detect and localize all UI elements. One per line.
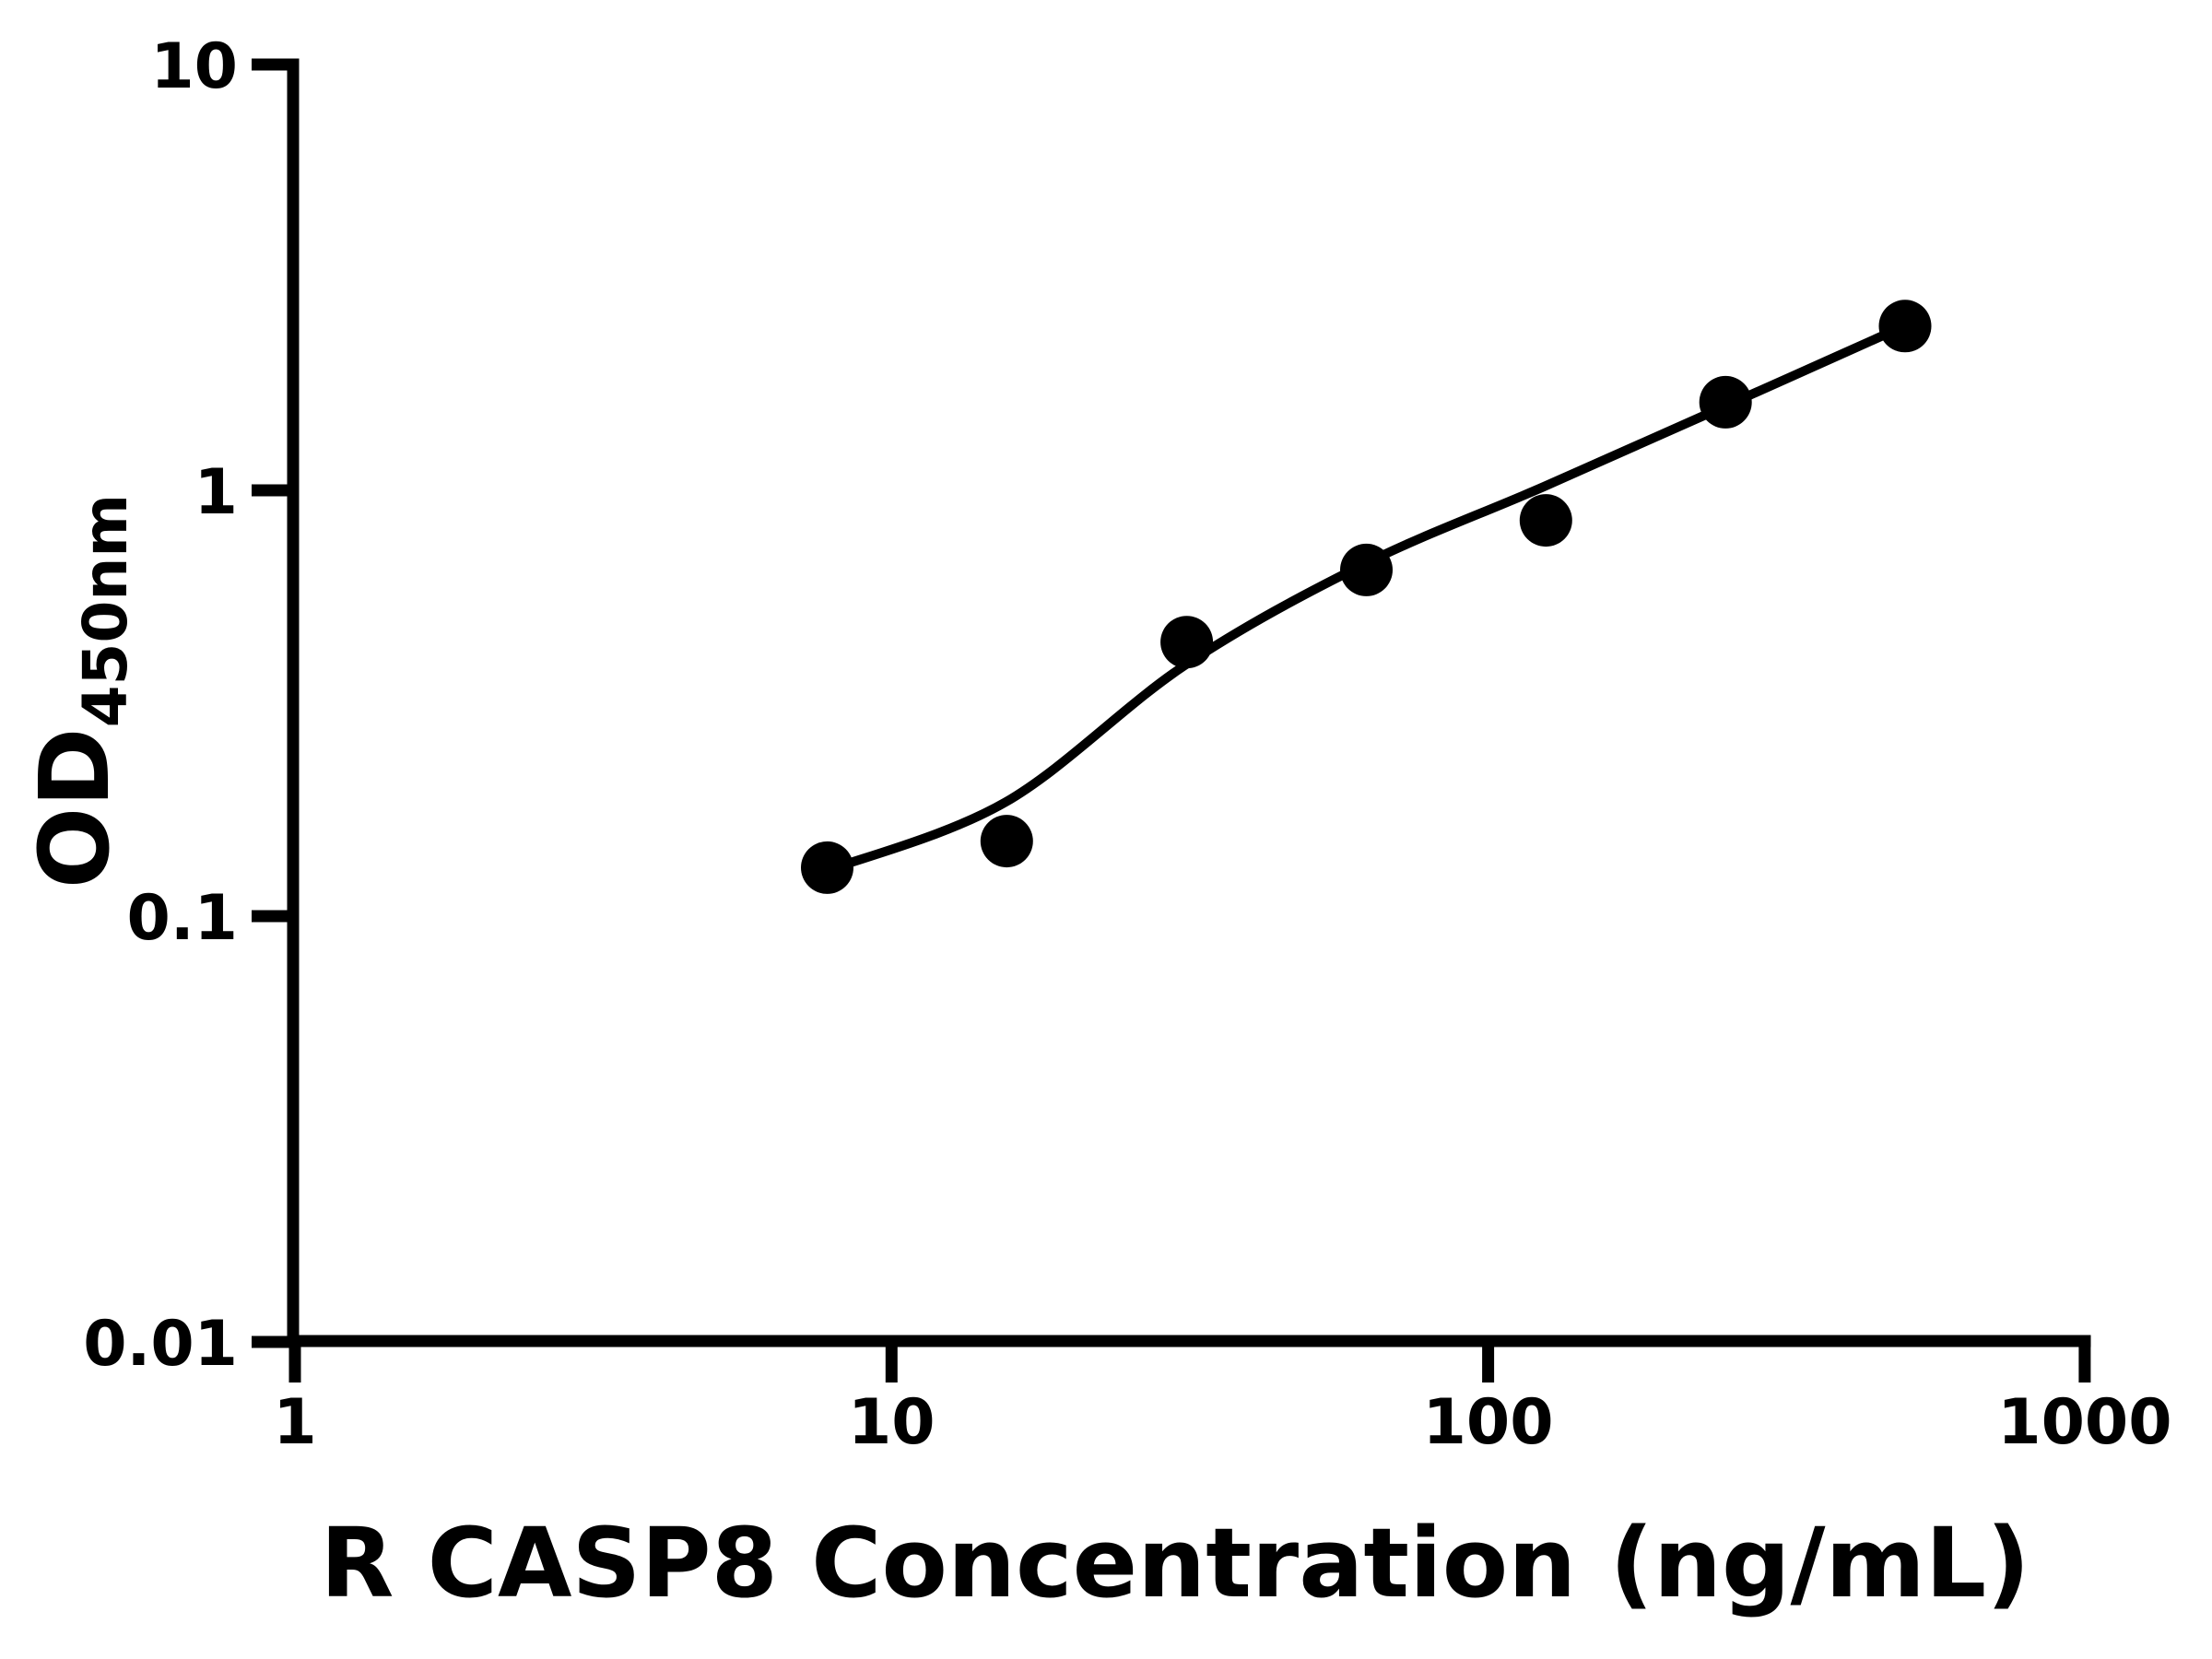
- x-tick-label: 10: [848, 1386, 935, 1459]
- data-point: [1340, 543, 1393, 596]
- data-point: [1160, 616, 1214, 669]
- y-axis: 10 1 0.1 0.01: [83, 30, 300, 1381]
- y-tick-label: 0.01: [83, 1308, 238, 1381]
- y-tick-label: 10: [150, 30, 238, 103]
- y-axis-title: OD450nm: [18, 494, 141, 888]
- x-tick-label: 100: [1423, 1386, 1554, 1459]
- y-tick-label: 0.1: [127, 882, 238, 955]
- data-point: [1519, 494, 1572, 547]
- y-tick-label: 1: [194, 456, 238, 529]
- data-point: [1878, 300, 1932, 353]
- data-points: [801, 300, 1932, 894]
- x-axis-title: R CASP8 Concentration (ng/mL): [320, 1507, 2030, 1619]
- y-axis-title-subscript: 450nm: [70, 494, 141, 728]
- data-point: [801, 841, 853, 894]
- y-axis-title-main: OD: [18, 727, 131, 888]
- x-tick-label: 1: [273, 1386, 316, 1459]
- data-point: [1699, 375, 1752, 429]
- data-point: [980, 815, 1033, 868]
- x-axis: 1 10 100 1000: [273, 1335, 2172, 1459]
- x-tick-label: 1000: [1997, 1386, 2171, 1459]
